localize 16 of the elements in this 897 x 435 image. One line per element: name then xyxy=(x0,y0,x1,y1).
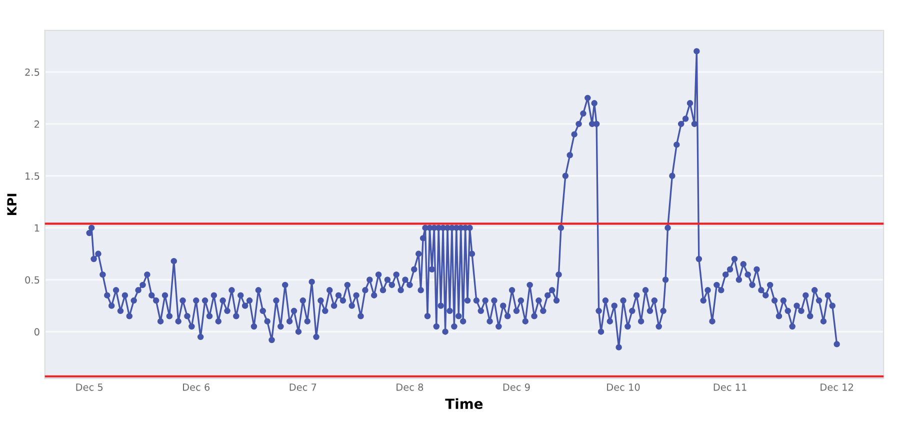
y-tick-label: 1 xyxy=(34,224,40,232)
x-tick-label: Dec 10 xyxy=(607,383,640,391)
x-tick-label: Dec 6 xyxy=(183,383,210,391)
y-tick-label: 1.5 xyxy=(26,172,40,180)
x-tick-label: Dec 12 xyxy=(820,383,853,391)
x-tick-label: Dec 11 xyxy=(714,384,746,391)
y-axis-title: KPI xyxy=(7,194,16,216)
x-axis-title: Time xyxy=(445,398,483,410)
x-tick-label: Dec 8 xyxy=(396,383,424,391)
y-tick-label: 0 xyxy=(34,328,40,336)
y-tick-label: 0.5 xyxy=(25,276,40,284)
x-tick-label: Dec 9 xyxy=(503,383,530,391)
y-tick-label: 2 xyxy=(34,120,40,128)
x-tick-label: Dec 5 xyxy=(76,384,103,391)
y-tick-label: 2.5 xyxy=(25,68,40,76)
x-tick-label: Dec 7 xyxy=(290,384,316,391)
